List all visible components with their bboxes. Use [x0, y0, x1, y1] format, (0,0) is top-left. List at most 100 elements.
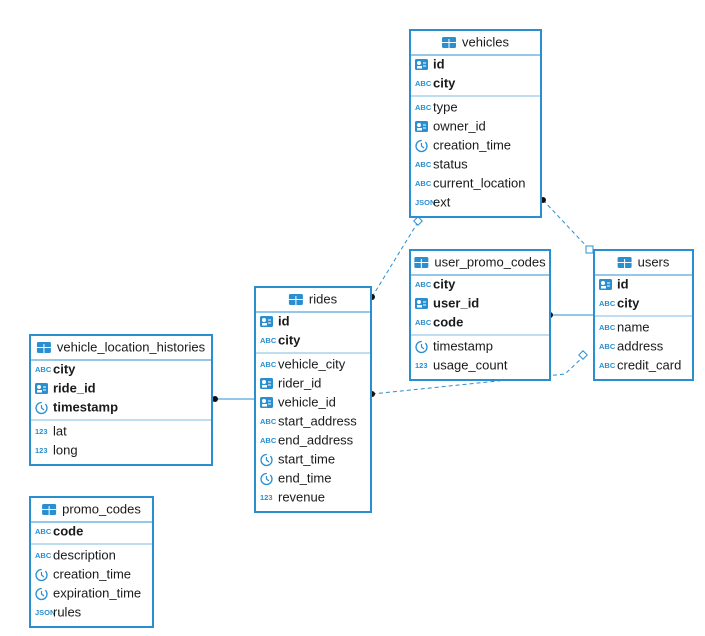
- key-column: city: [433, 75, 456, 90]
- column: timestamp: [433, 338, 493, 353]
- column: end_time: [278, 470, 331, 485]
- column: lat: [53, 423, 67, 438]
- type-badge: ABC: [260, 360, 277, 369]
- time-icon-hand: [40, 405, 45, 411]
- column: credit_card: [617, 357, 681, 372]
- table-title: vehicle_location_histories: [57, 339, 206, 354]
- table-box: [593, 249, 694, 381]
- type-badge: ABC: [35, 551, 52, 560]
- column: vehicle_city: [278, 356, 346, 371]
- key-icon-dot: [417, 123, 421, 127]
- time-icon-hand: [420, 143, 425, 149]
- column: expiration_time: [53, 585, 141, 600]
- key-icon-dot: [262, 385, 267, 388]
- key-icon-dot: [601, 286, 606, 289]
- type-badge: 123: [35, 446, 48, 455]
- column: rider_id: [278, 375, 321, 390]
- type-badge: ABC: [415, 103, 432, 112]
- time-icon: [35, 568, 48, 582]
- key-column: id: [278, 313, 290, 328]
- table-box: [29, 496, 154, 628]
- column: start_time: [278, 451, 335, 466]
- column: current_location: [433, 175, 526, 190]
- relation-end: [413, 216, 423, 226]
- time-icon-hand: [40, 572, 45, 578]
- key-column: ride_id: [53, 380, 96, 395]
- column: usage_count: [433, 357, 508, 372]
- relation-end: [585, 245, 594, 254]
- type-badge: ABC: [260, 336, 277, 345]
- relation-end: [212, 396, 218, 402]
- time-icon: [415, 340, 428, 354]
- type-badge: ABC: [415, 318, 432, 327]
- time-icon: [35, 587, 48, 601]
- type-badge: ABC: [599, 323, 616, 332]
- table-title: users: [638, 254, 670, 269]
- key-icon-dot: [37, 390, 42, 393]
- column: vehicle_id: [278, 394, 336, 409]
- key-column: city: [53, 361, 76, 376]
- key-column: user_id: [433, 295, 479, 310]
- key-column: code: [53, 523, 83, 538]
- relation-line: [371, 356, 584, 395]
- time-icon: [260, 472, 273, 486]
- column: owner_id: [433, 118, 486, 133]
- time-icon: [35, 401, 48, 415]
- relation-line: [542, 199, 591, 251]
- key-icon-dot: [262, 318, 266, 322]
- table-title: rides: [309, 291, 338, 306]
- type-badge: JSON: [415, 198, 435, 207]
- key-icon-dot: [37, 385, 41, 389]
- key-column: code: [433, 314, 463, 329]
- key-column: id: [433, 56, 445, 71]
- type-badge: ABC: [599, 342, 616, 351]
- key-column: timestamp: [53, 399, 118, 414]
- key-column: city: [433, 276, 456, 291]
- type-badge: 123: [260, 493, 273, 502]
- key-icon-dot: [417, 61, 421, 65]
- type-badge: ABC: [415, 79, 432, 88]
- type-badge: ABC: [599, 299, 616, 308]
- time-icon: [415, 139, 428, 153]
- key-icon-dot: [601, 281, 605, 285]
- type-badge: ABC: [415, 160, 432, 169]
- column: start_address: [278, 413, 357, 428]
- column: rules: [53, 604, 82, 619]
- column: description: [53, 547, 116, 562]
- column: type: [433, 99, 458, 114]
- column: long: [53, 442, 78, 457]
- key-icon-dot: [417, 66, 422, 69]
- column: revenue: [278, 489, 325, 504]
- type-badge: ABC: [35, 527, 52, 536]
- time-icon-hand: [420, 344, 425, 350]
- column: end_address: [278, 432, 354, 447]
- type-badge: ABC: [260, 436, 277, 445]
- column: creation_time: [53, 566, 131, 581]
- key-icon-dot: [417, 305, 422, 308]
- column: name: [617, 319, 650, 334]
- table: vehicle_location_histories ABC city ride_id…: [29, 334, 213, 466]
- table-title: user_promo_codes: [434, 254, 546, 269]
- table-box: [409, 29, 542, 218]
- key-icon-dot: [262, 404, 267, 407]
- key-icon-dot: [417, 128, 422, 131]
- type-badge: ABC: [415, 179, 432, 188]
- table-box: [409, 249, 551, 381]
- key-column: city: [617, 295, 640, 310]
- key-icon-dot: [262, 399, 266, 403]
- type-badge: ABC: [260, 417, 277, 426]
- time-icon-hand: [265, 476, 270, 482]
- column: ext: [433, 194, 451, 209]
- key-icon-dot: [262, 323, 267, 326]
- table-box: [254, 286, 372, 513]
- table-title: promo_codes: [62, 501, 141, 516]
- time-icon-hand: [40, 591, 45, 597]
- column: address: [617, 338, 664, 353]
- table-title: vehicles: [462, 34, 509, 49]
- relation-end: [578, 350, 588, 360]
